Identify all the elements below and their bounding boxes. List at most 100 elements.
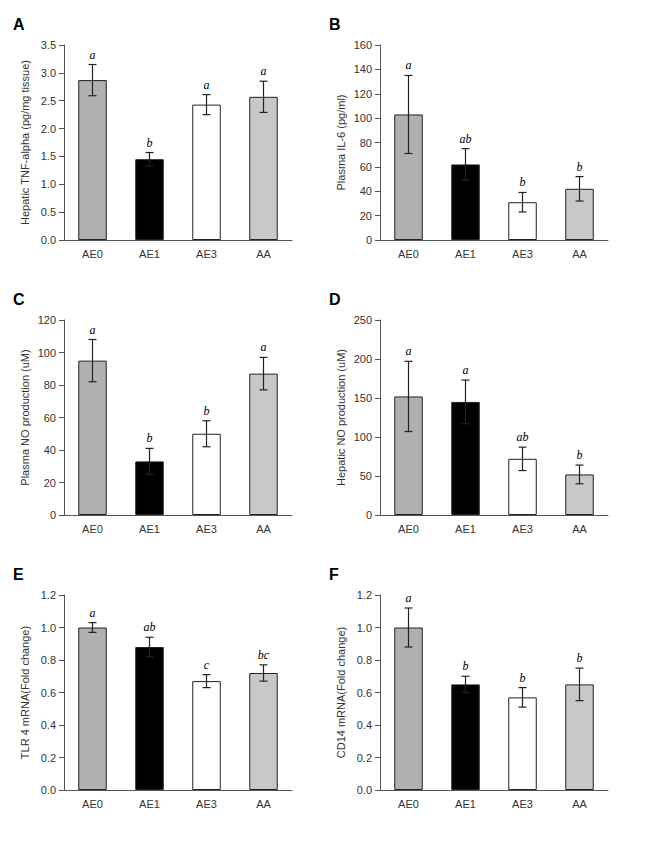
svg-text:20: 20	[44, 477, 56, 489]
svg-text:AE3: AE3	[512, 523, 533, 535]
svg-text:AA: AA	[256, 798, 271, 810]
svg-text:60: 60	[44, 412, 56, 424]
svg-text:c: c	[204, 658, 210, 672]
svg-text:a: a	[261, 340, 267, 354]
svg-text:AE0: AE0	[82, 798, 103, 810]
svg-text:b: b	[520, 175, 526, 189]
svg-text:AE1: AE1	[139, 248, 160, 260]
svg-text:1.2: 1.2	[41, 589, 56, 601]
svg-text:AA: AA	[572, 248, 587, 260]
svg-text:0.0: 0.0	[41, 234, 56, 246]
svg-text:C: C	[13, 291, 25, 308]
svg-text:CD14 mRNA(Fold change): CD14 mRNA(Fold change)	[335, 627, 347, 758]
svg-text:AE3: AE3	[196, 798, 217, 810]
svg-text:40: 40	[360, 185, 372, 197]
svg-text:0.2: 0.2	[41, 752, 56, 764]
svg-text:AE1: AE1	[455, 248, 476, 260]
svg-text:AE1: AE1	[455, 523, 476, 535]
svg-text:Hepatic TNF-alpha (pg/mg tissu: Hepatic TNF-alpha (pg/mg tissue)	[19, 60, 31, 225]
svg-text:AE0: AE0	[398, 248, 419, 260]
svg-text:20: 20	[360, 210, 372, 222]
svg-text:b: b	[204, 404, 210, 418]
svg-text:AE3: AE3	[512, 798, 533, 810]
svg-text:0.8: 0.8	[41, 654, 56, 666]
svg-text:bc: bc	[258, 648, 270, 662]
svg-text:250: 250	[354, 314, 372, 326]
svg-text:0: 0	[366, 234, 372, 246]
svg-text:0.4: 0.4	[357, 719, 372, 731]
svg-text:b: b	[147, 136, 153, 150]
svg-text:AE1: AE1	[139, 523, 160, 535]
svg-text:B: B	[329, 16, 341, 33]
svg-text:b: b	[463, 659, 469, 673]
svg-text:2.0: 2.0	[41, 123, 56, 135]
svg-text:2.5: 2.5	[41, 95, 56, 107]
svg-text:0.0: 0.0	[357, 784, 372, 796]
svg-text:AE1: AE1	[455, 798, 476, 810]
svg-text:ab: ab	[144, 620, 156, 634]
svg-text:AA: AA	[572, 798, 587, 810]
svg-text:TLR 4 mRNA(Fold change): TLR 4 mRNA(Fold change)	[19, 626, 31, 759]
svg-text:3.5: 3.5	[41, 39, 56, 51]
svg-text:0: 0	[50, 509, 56, 521]
svg-text:100: 100	[38, 347, 56, 359]
svg-text:0.8: 0.8	[357, 654, 372, 666]
svg-text:100: 100	[354, 112, 372, 124]
svg-text:150: 150	[354, 392, 372, 404]
svg-text:80: 80	[360, 137, 372, 149]
svg-text:0: 0	[366, 509, 372, 521]
svg-text:60: 60	[360, 161, 372, 173]
svg-text:b: b	[520, 671, 526, 685]
svg-text:80: 80	[44, 379, 56, 391]
svg-text:Plasma NO production (uM): Plasma NO production (uM)	[19, 349, 31, 485]
svg-text:E: E	[13, 566, 24, 583]
svg-text:100: 100	[354, 431, 372, 443]
svg-text:1.2: 1.2	[357, 589, 372, 601]
svg-text:Plasma IL-6 (pg/ml): Plasma IL-6 (pg/ml)	[335, 95, 347, 191]
svg-text:3.0: 3.0	[41, 67, 56, 79]
svg-text:D: D	[329, 291, 341, 308]
svg-text:AA: AA	[572, 523, 587, 535]
svg-text:a: a	[406, 344, 412, 358]
svg-text:AE0: AE0	[82, 523, 103, 535]
svg-text:0.6: 0.6	[357, 687, 372, 699]
svg-text:a: a	[406, 58, 412, 72]
svg-text:a: a	[90, 606, 96, 620]
svg-text:a: a	[90, 323, 96, 337]
svg-text:a: a	[204, 78, 210, 92]
svg-text:50: 50	[360, 470, 372, 482]
svg-text:F: F	[329, 566, 339, 583]
svg-text:AA: AA	[256, 523, 271, 535]
svg-text:120: 120	[38, 314, 56, 326]
svg-text:AA: AA	[256, 248, 271, 260]
svg-text:AE3: AE3	[196, 523, 217, 535]
svg-text:b: b	[577, 651, 583, 665]
svg-text:200: 200	[354, 353, 372, 365]
svg-text:120: 120	[354, 88, 372, 100]
svg-text:1.0: 1.0	[41, 622, 56, 634]
svg-text:A: A	[13, 16, 25, 33]
svg-text:AE0: AE0	[398, 798, 419, 810]
svg-text:AE1: AE1	[139, 798, 160, 810]
svg-text:0.4: 0.4	[41, 719, 56, 731]
svg-text:0.5: 0.5	[41, 206, 56, 218]
svg-text:1.0: 1.0	[41, 178, 56, 190]
svg-text:a: a	[463, 363, 469, 377]
svg-text:b: b	[577, 448, 583, 462]
svg-text:1.0: 1.0	[357, 622, 372, 634]
svg-text:a: a	[406, 591, 412, 605]
svg-text:b: b	[577, 160, 583, 174]
svg-text:AE3: AE3	[512, 248, 533, 260]
svg-text:b: b	[147, 431, 153, 445]
svg-text:140: 140	[354, 63, 372, 75]
svg-text:AE3: AE3	[196, 248, 217, 260]
svg-text:40: 40	[44, 444, 56, 456]
svg-text:1.5: 1.5	[41, 150, 56, 162]
svg-text:a: a	[261, 64, 267, 78]
svg-text:AE0: AE0	[398, 523, 419, 535]
svg-text:0.2: 0.2	[357, 752, 372, 764]
svg-text:ab: ab	[517, 430, 529, 444]
svg-text:0.0: 0.0	[41, 784, 56, 796]
svg-text:a: a	[90, 48, 96, 62]
svg-text:AE0: AE0	[82, 248, 103, 260]
